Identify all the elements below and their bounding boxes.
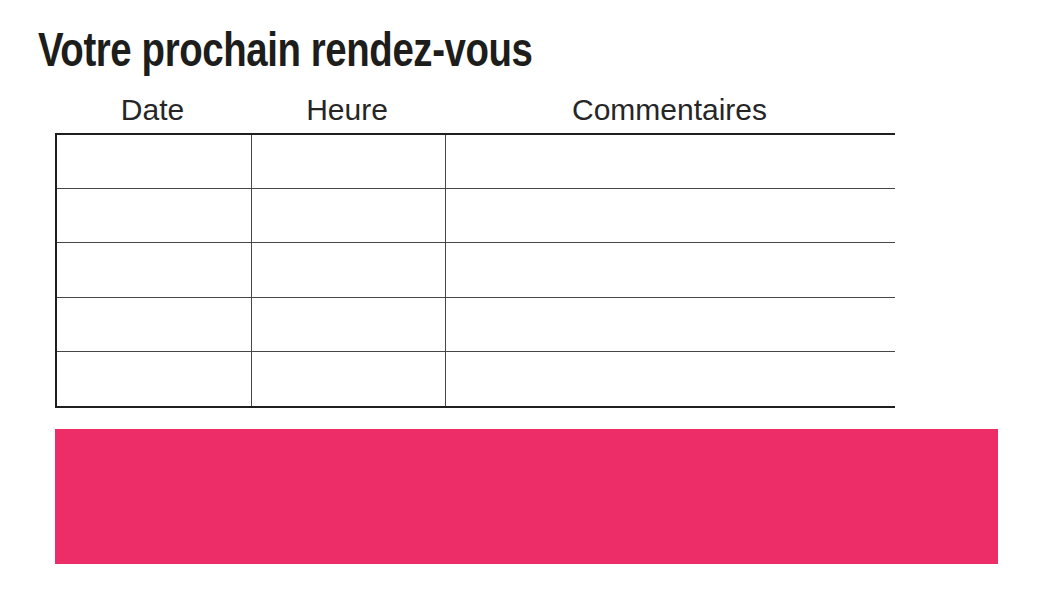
document-page: Votre prochain rendez-vous Date Heure Co… — [0, 0, 1050, 600]
column-header-heure: Heure — [250, 92, 444, 128]
table-cell-commentaires-row1 — [446, 135, 895, 189]
appointments-table — [55, 133, 895, 408]
table-cell-date-row3 — [57, 243, 252, 297]
page-title: Votre prochain rendez-vous — [38, 24, 533, 77]
table-cell-date-row4 — [57, 298, 252, 352]
table-cell-commentaires-row3 — [446, 243, 895, 297]
table-cell-heure-row4 — [252, 298, 446, 352]
table-header-row: Date Heure Commentaires — [55, 92, 895, 128]
table-cell-heure-row1 — [252, 135, 446, 189]
table-cell-heure-row5 — [252, 352, 446, 406]
table-cell-commentaires-row4 — [446, 298, 895, 352]
table-cell-heure-row3 — [252, 243, 446, 297]
column-header-commentaires: Commentaires — [444, 92, 895, 128]
table-cell-date-row1 — [57, 135, 252, 189]
table-cell-heure-row2 — [252, 189, 446, 243]
table-cell-date-row2 — [57, 189, 252, 243]
pink-banner — [55, 429, 998, 564]
table-cell-commentaires-row5 — [446, 352, 895, 406]
table-cell-date-row5 — [57, 352, 252, 406]
column-header-date: Date — [55, 92, 250, 128]
table-cell-commentaires-row2 — [446, 189, 895, 243]
